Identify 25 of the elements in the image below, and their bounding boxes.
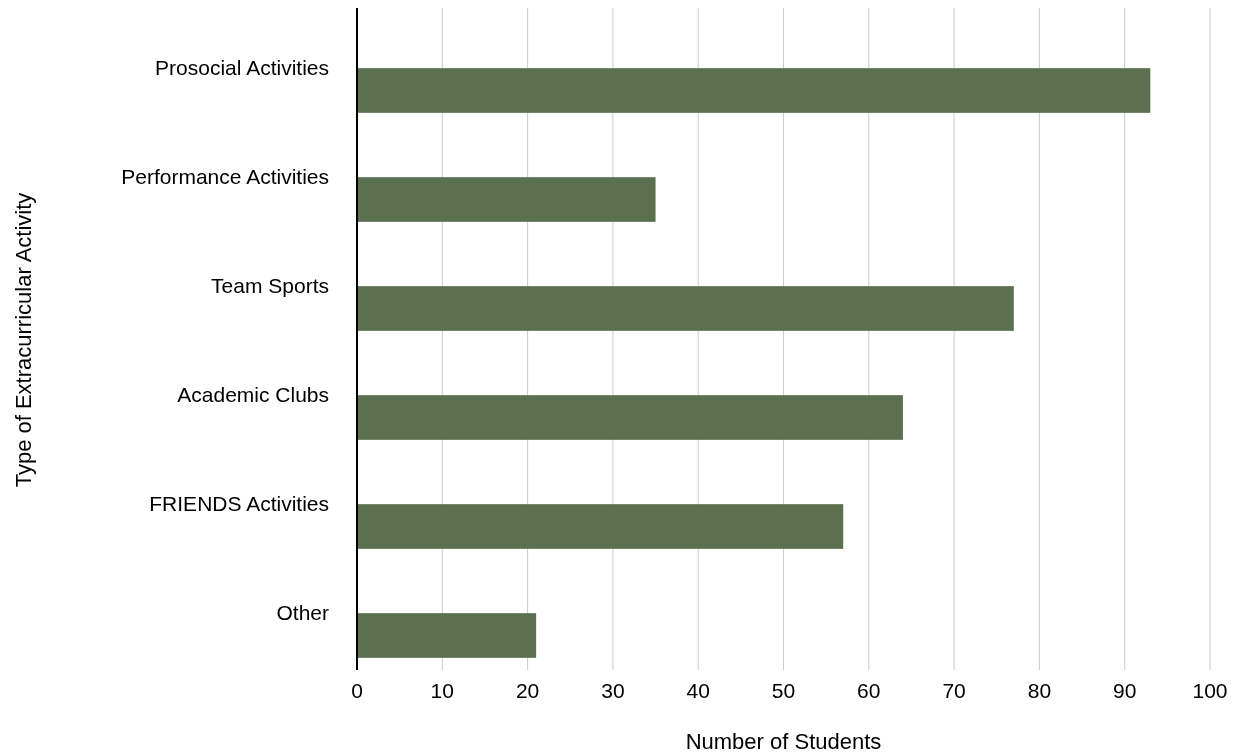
x-tick-label: 0 xyxy=(351,679,363,702)
x-axis-title: Number of Students xyxy=(685,729,882,754)
x-tick-label: 60 xyxy=(857,679,881,702)
x-tick-label: 100 xyxy=(1192,679,1228,702)
bar xyxy=(357,286,1014,331)
bar xyxy=(357,68,1151,113)
x-tick-label: 80 xyxy=(1027,679,1052,702)
x-tick-label: 10 xyxy=(430,679,454,702)
bar xyxy=(357,177,656,222)
x-tick-label: 20 xyxy=(515,679,540,702)
y-tick-label: Prosocial Activities xyxy=(155,55,329,79)
x-tick-label: 90 xyxy=(1113,679,1137,702)
y-tick-label: Academic Clubs xyxy=(177,382,329,406)
y-axis-title: Type of Extracurricular Activity xyxy=(11,192,36,488)
bar xyxy=(357,395,903,440)
y-tick-label: Team Sports xyxy=(211,273,329,297)
y-tick-label: Performance Activities xyxy=(121,164,329,188)
x-tick-label: 70 xyxy=(942,679,966,702)
x-tick-label: 30 xyxy=(601,679,625,702)
y-tick-label: Other xyxy=(276,600,329,624)
x-tick-label: 50 xyxy=(771,679,796,702)
bar xyxy=(357,613,537,658)
bar xyxy=(357,504,844,549)
x-tick-label: 40 xyxy=(686,679,710,702)
y-tick-label: FRIENDS Activities xyxy=(149,491,329,515)
